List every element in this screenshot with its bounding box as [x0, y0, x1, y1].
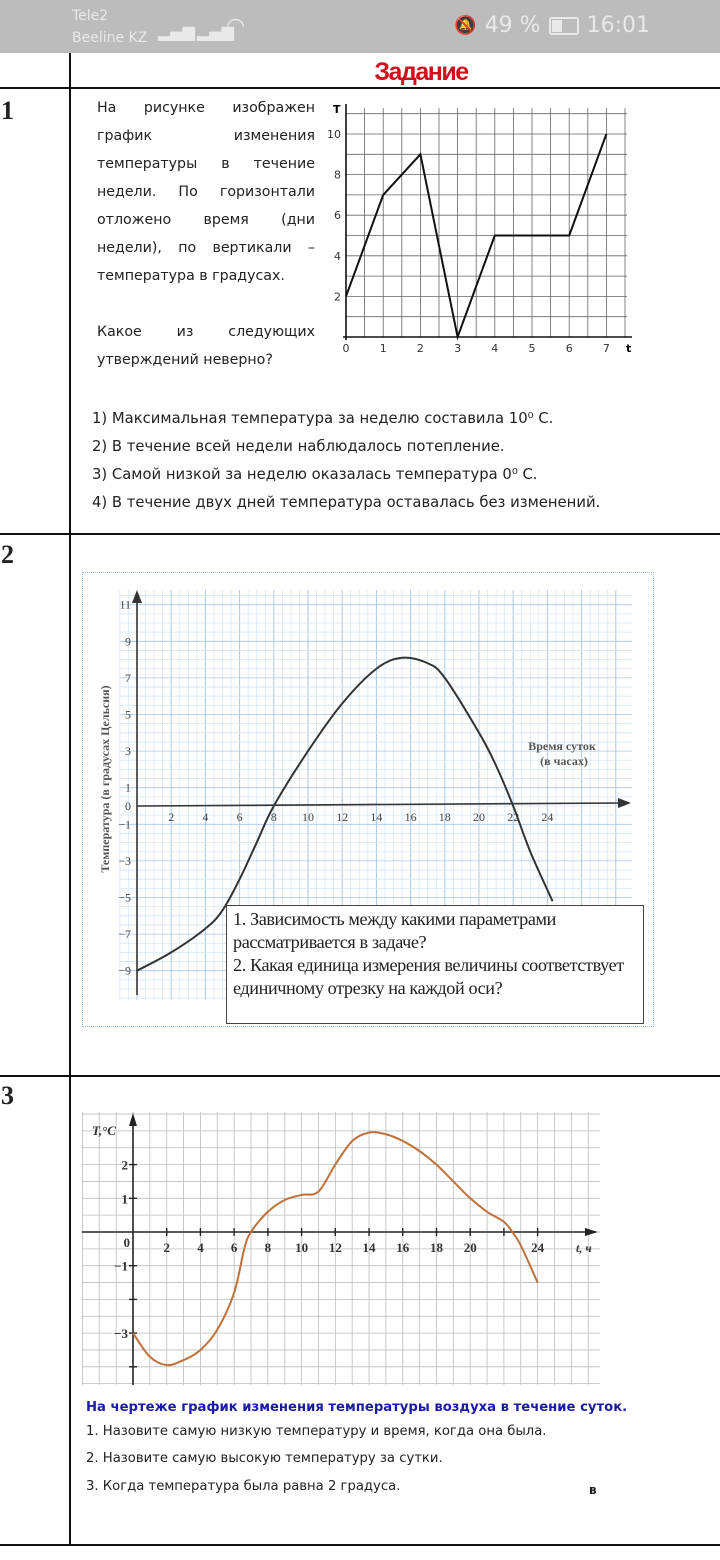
- task-1-description: На рисунке изображен график изменения те…: [97, 100, 315, 284]
- task-1-question: Какое из следующих утверждений неверно?: [97, 324, 315, 368]
- y-tick-label: 2: [122, 1158, 129, 1173]
- table-divider: [0, 533, 720, 535]
- x-tick-label: 5: [529, 342, 536, 355]
- battery-icon: [548, 16, 579, 35]
- y-tick-label: 8: [334, 169, 341, 182]
- task-2-questions-box: 1. Зависимость между какими параметрами …: [226, 905, 644, 1024]
- clock: 16:01: [586, 13, 650, 38]
- x-tick-label: 4: [197, 1240, 204, 1255]
- mute-icon: 🔕: [454, 15, 477, 36]
- page-title: Задание: [374, 58, 469, 86]
- wifi-icon: ◠: [226, 14, 246, 39]
- x-tick-label: 1: [380, 342, 387, 355]
- chart-2-frame: [82, 572, 654, 1027]
- y-tick-label: 2: [334, 290, 341, 303]
- y-tick-label: 10: [327, 128, 341, 141]
- x-tick-label: 12: [329, 1240, 342, 1255]
- y-tick-label: −3: [114, 1326, 128, 1341]
- status-right: 🔕 49 % 16:01: [454, 13, 650, 38]
- x-tick-label: 6: [231, 1240, 238, 1255]
- option: 1) Максимальная температура за неделю со…: [92, 410, 554, 427]
- task-number: 2: [1, 540, 14, 569]
- battery-percent: 49 %: [484, 13, 541, 38]
- table-divider: [0, 1075, 720, 1077]
- y-axis-arrow: [129, 1113, 137, 1126]
- table-column-divider: [69, 53, 71, 1545]
- y-tick-label: 4: [334, 250, 341, 263]
- option: 2) В течение всей недели наблюдалось пот…: [92, 438, 505, 455]
- series-line: [132, 1131, 539, 1367]
- signal-icon: ▂▄▆: [197, 22, 234, 41]
- table-divider: [0, 87, 720, 89]
- x-tick-label: 14: [363, 1240, 377, 1255]
- y-axis-label: T: [333, 103, 341, 116]
- y-tick-label: −1: [114, 1259, 128, 1274]
- x-tick-label: 2: [417, 342, 424, 355]
- option: 3) Самой низкой за неделю оказалась темп…: [92, 466, 538, 483]
- x-tick-label: 8: [265, 1240, 272, 1255]
- question: 1. Назовите самую низкую температуру и в…: [86, 1424, 547, 1439]
- y-tick-label: 6: [334, 209, 341, 222]
- x-tick-label: 3: [454, 342, 461, 355]
- x-tick-label: 4: [491, 342, 498, 355]
- x-tick-label: 7: [603, 342, 610, 355]
- mark: в: [589, 1483, 597, 1497]
- task-1-options: 1) Максимальная температура за неделю со…: [92, 405, 600, 517]
- x-axis-label: t, ч: [576, 1241, 592, 1255]
- x-tick-label: 20: [464, 1240, 477, 1255]
- status-bar: Tele2 Beeline KZ ▂▄▆ ▂▄▆ ◠ 🔕 49 % 16:01: [0, 0, 720, 53]
- x-tick-label: 10: [295, 1240, 308, 1255]
- signal-icon: ▂▄▆: [158, 22, 195, 41]
- x-tick-label: 2: [163, 1240, 170, 1255]
- question: 2. Назовите самую высокую температуру за…: [86, 1451, 443, 1466]
- table-divider: [0, 1544, 720, 1546]
- y-tick-label: 1: [122, 1191, 129, 1206]
- x-axis-label: t: [626, 342, 631, 355]
- question: 1. Зависимость между какими параметрами …: [233, 909, 556, 952]
- x-axis-arrow: [585, 1228, 598, 1236]
- series-line: [345, 133, 608, 341]
- option: 4) В течение двух дней температура остав…: [92, 494, 601, 511]
- x-tick-label: 24: [531, 1240, 545, 1255]
- carrier-1: Tele2: [72, 8, 109, 24]
- question: 3. Когда температура была равна 2 градус…: [86, 1479, 401, 1494]
- x-tick-label: 0: [343, 342, 350, 355]
- task-number: 3: [1, 1081, 14, 1110]
- task-3-title: На чертеже график изменения температуры …: [86, 1400, 628, 1415]
- y-tick-label: 0: [124, 1235, 131, 1250]
- task-number: 1: [1, 96, 14, 125]
- x-tick-label: 18: [430, 1240, 444, 1255]
- y-axis-label: T,°C: [92, 1123, 116, 1138]
- x-tick-label: 16: [396, 1240, 410, 1255]
- carrier-2: Beeline KZ: [72, 30, 148, 46]
- question: 2. Какая единица измерения величины соот…: [233, 955, 624, 998]
- x-tick-label: 6: [566, 342, 573, 355]
